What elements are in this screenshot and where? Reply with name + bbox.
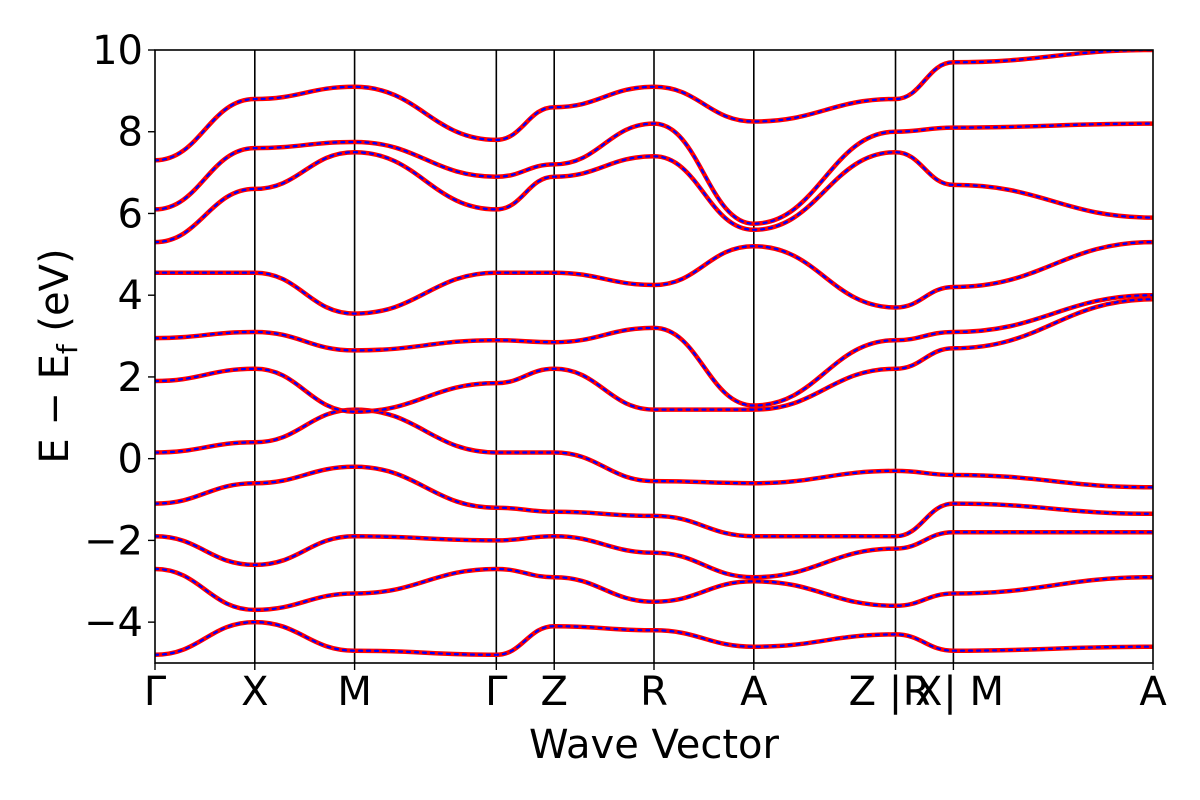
x-tick-label: Γ	[485, 669, 508, 715]
x-tick-label: X	[241, 669, 268, 715]
x-axis-title: Wave Vector	[529, 722, 780, 768]
band-overlay-3	[155, 241, 1153, 315]
y-tick-label: 10	[92, 28, 143, 74]
y-axis-title-main: E − E	[32, 354, 78, 464]
band-overlay-10	[155, 620, 1153, 656]
band-overlay-4	[155, 151, 1153, 244]
x-tick-label: Γ	[144, 669, 167, 715]
band-overlay-0	[155, 408, 1153, 489]
y-tick-label: 4	[118, 273, 143, 319]
y-tick-label: 2	[118, 355, 143, 401]
x-tick-label: Z	[540, 669, 567, 715]
x-tick-label: Z | X	[849, 669, 943, 715]
y-tick-label: 0	[118, 437, 143, 483]
band-overlay-6	[155, 50, 1153, 162]
y-axis-ticks: −4 −2 0 2 4 6 8 10	[84, 28, 155, 646]
y-tick-label: 8	[118, 110, 143, 156]
band-overlay-9	[155, 567, 1153, 612]
y-axis-title-subscript: f	[51, 343, 84, 354]
y-tick-label: 6	[118, 191, 143, 237]
band-overlay-5	[155, 122, 1153, 225]
y-tick-label: −4	[84, 600, 143, 646]
band-overlay-2	[155, 294, 1153, 407]
x-tick-label: R | M	[903, 669, 1004, 715]
x-tick-label: A	[740, 669, 768, 715]
x-tick-label: R	[640, 669, 668, 715]
x-tick-label: M	[337, 669, 372, 715]
y-axis-title: E − Ef (eV)	[32, 248, 84, 463]
y-axis-title-unit: (eV)	[32, 248, 78, 344]
y-tick-label: −2	[84, 518, 143, 564]
x-tick-label: A	[1139, 669, 1167, 715]
band-overlay-7	[155, 465, 1153, 538]
band-lines	[155, 50, 1153, 658]
band-overlay-8	[155, 531, 1153, 579]
band-overlay-1	[155, 298, 1153, 413]
